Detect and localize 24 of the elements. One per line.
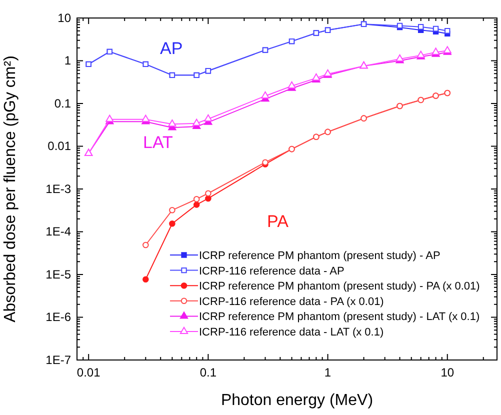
y-tick-label: 1 [64,54,72,68]
y-tick-label: 1E-4 [46,224,72,239]
y-axis-title: Absorbed dose per fluence (pGy cm²) [2,56,19,322]
legend-label: ICRP reference PM phantom (present study) - AP [199,250,440,262]
y-tick-label: 0.1 [54,96,72,110]
legend-label: ICRP-116 reference data - PA (x 0.01) [199,296,384,308]
y-tick-label: 1E-3 [46,182,72,196]
y-tick-label: 1E-6 [46,310,72,324]
x-tick-label: 1 [324,366,332,380]
x-axis-title: Photon energy (MeV) [220,392,374,409]
x-tick-label: 0.01 [76,366,101,380]
x-tick-label: 10 [440,366,454,380]
annotation: AP [160,39,183,58]
legend-label: ICRP-116 reference data - LAT (x 0.1) [199,326,384,338]
legend-label: ICRP reference PM phantom (present study) - PA (x 0.01) [199,280,480,293]
legend-label: ICRP-116 reference data - AP [199,265,344,278]
x-tick-label: 0.1 [200,366,217,380]
y-tick-label: 1E-7 [46,352,72,367]
y-tick-label: 10 [58,10,72,25]
annotation: LAT [143,133,173,152]
legend-label: ICRP reference PM phantom (present study) - LAT (x 0.1) [199,311,480,324]
y-tick-label: 0.01 [48,139,72,154]
y-tick-label: 1E-5 [46,267,72,282]
annotation: PA [267,212,290,231]
